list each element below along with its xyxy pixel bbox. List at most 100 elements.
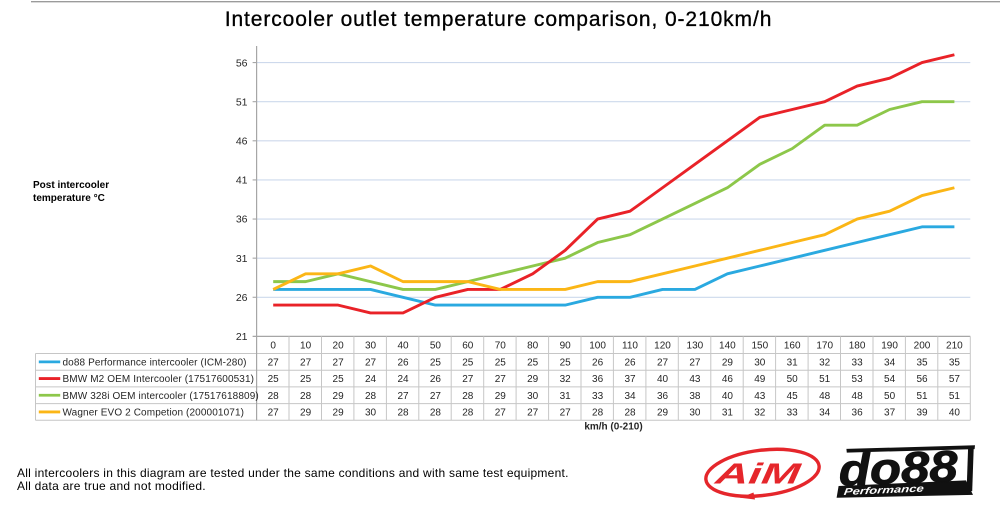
svg-text:36: 36 (852, 408, 864, 419)
svg-text:30: 30 (689, 408, 701, 419)
svg-text:20: 20 (333, 341, 345, 352)
svg-text:25: 25 (430, 358, 442, 369)
svg-text:54: 54 (884, 374, 896, 385)
svg-text:29: 29 (333, 391, 345, 402)
svg-text:33: 33 (852, 358, 864, 369)
svg-text:30: 30 (527, 391, 539, 402)
svg-text:27: 27 (397, 391, 409, 402)
svg-text:Performance: Performance (843, 483, 925, 498)
svg-text:45: 45 (787, 391, 799, 402)
svg-text:27: 27 (430, 391, 442, 402)
svg-text:25: 25 (560, 358, 572, 369)
svg-text:170: 170 (816, 341, 833, 352)
svg-text:27: 27 (300, 358, 312, 369)
svg-text:26: 26 (624, 358, 636, 369)
svg-text:27: 27 (462, 374, 474, 385)
svg-text:29: 29 (333, 408, 345, 419)
svg-text:31: 31 (787, 358, 799, 369)
svg-text:24: 24 (365, 374, 377, 385)
svg-text:37: 37 (624, 374, 636, 385)
svg-text:29: 29 (657, 408, 669, 419)
svg-text:35: 35 (949, 358, 961, 369)
svg-text:26: 26 (592, 358, 604, 369)
svg-text:40: 40 (949, 408, 961, 419)
svg-text:24: 24 (397, 374, 409, 385)
svg-text:27: 27 (527, 408, 539, 419)
svg-text:90: 90 (560, 341, 572, 352)
svg-text:210: 210 (946, 341, 963, 352)
svg-text:28: 28 (300, 391, 312, 402)
svg-text:51: 51 (949, 391, 961, 402)
svg-text:130: 130 (687, 341, 704, 352)
svg-text:26: 26 (430, 374, 442, 385)
svg-text:120: 120 (654, 341, 671, 352)
svg-text:do88 Performance intercooler (: do88 Performance intercooler (ICM-280) (63, 358, 247, 369)
svg-text:32: 32 (819, 358, 831, 369)
svg-text:27: 27 (495, 374, 507, 385)
svg-text:37: 37 (884, 408, 896, 419)
svg-text:34: 34 (819, 408, 831, 419)
svg-text:BMW M2 OEM Intercooler (175176: BMW M2 OEM Intercooler (17517600531) (63, 374, 255, 385)
svg-text:43: 43 (689, 374, 701, 385)
svg-text:35: 35 (916, 358, 928, 369)
svg-text:50: 50 (884, 391, 896, 402)
svg-text:200: 200 (914, 341, 931, 352)
svg-text:80: 80 (527, 341, 539, 352)
svg-text:36: 36 (236, 214, 248, 226)
svg-text:46: 46 (722, 374, 734, 385)
svg-text:10: 10 (300, 341, 312, 352)
svg-text:27: 27 (365, 358, 377, 369)
svg-text:27: 27 (268, 408, 280, 419)
svg-text:31: 31 (722, 408, 734, 419)
svg-text:36: 36 (592, 374, 604, 385)
svg-text:31: 31 (236, 253, 248, 265)
svg-text:34: 34 (624, 391, 636, 402)
svg-text:110: 110 (622, 341, 638, 352)
svg-text:27: 27 (560, 408, 572, 419)
svg-text:36: 36 (657, 391, 669, 402)
svg-text:100: 100 (589, 341, 606, 352)
svg-text:40: 40 (722, 391, 734, 402)
svg-text:30: 30 (365, 341, 377, 352)
svg-text:40: 40 (657, 374, 669, 385)
svg-text:30: 30 (365, 408, 377, 419)
svg-text:Wagner EVO 2 Competion (200001: Wagner EVO 2 Competion (200001071) (63, 408, 245, 419)
svg-text:29: 29 (300, 408, 312, 419)
svg-text:27: 27 (689, 358, 701, 369)
svg-text:56: 56 (916, 374, 928, 385)
svg-text:33: 33 (787, 408, 799, 419)
svg-text:25: 25 (462, 358, 474, 369)
svg-text:40: 40 (397, 341, 409, 352)
svg-text:30: 30 (754, 358, 766, 369)
svg-text:28: 28 (462, 408, 474, 419)
svg-text:51: 51 (916, 391, 928, 402)
svg-text:26: 26 (397, 358, 409, 369)
svg-text:57: 57 (949, 374, 961, 385)
svg-text:31: 31 (560, 391, 572, 402)
svg-text:AiM: AiM (712, 459, 803, 491)
svg-text:180: 180 (849, 341, 866, 352)
svg-text:29: 29 (527, 374, 539, 385)
svg-text:25: 25 (268, 374, 280, 385)
svg-text:29: 29 (495, 391, 507, 402)
svg-text:0: 0 (270, 341, 276, 352)
svg-text:29: 29 (722, 358, 734, 369)
svg-text:28: 28 (624, 408, 636, 419)
svg-text:25: 25 (300, 374, 312, 385)
svg-text:27: 27 (268, 358, 280, 369)
svg-text:28: 28 (268, 391, 280, 402)
svg-text:27: 27 (495, 408, 507, 419)
svg-text:do88: do88 (838, 442, 959, 495)
svg-text:25: 25 (527, 358, 539, 369)
svg-text:BMW 328i OEM intercooler (1751: BMW 328i OEM intercooler (17517618809) (63, 391, 259, 402)
svg-text:48: 48 (852, 391, 864, 402)
svg-text:51: 51 (236, 96, 248, 108)
svg-text:41: 41 (236, 175, 248, 187)
svg-text:26: 26 (236, 292, 248, 304)
svg-text:43: 43 (754, 391, 766, 402)
svg-text:28: 28 (397, 408, 409, 419)
svg-text:60: 60 (462, 341, 474, 352)
svg-text:km/h (0-210): km/h (0-210) (584, 422, 642, 433)
svg-text:32: 32 (754, 408, 766, 419)
svg-text:25: 25 (495, 358, 507, 369)
